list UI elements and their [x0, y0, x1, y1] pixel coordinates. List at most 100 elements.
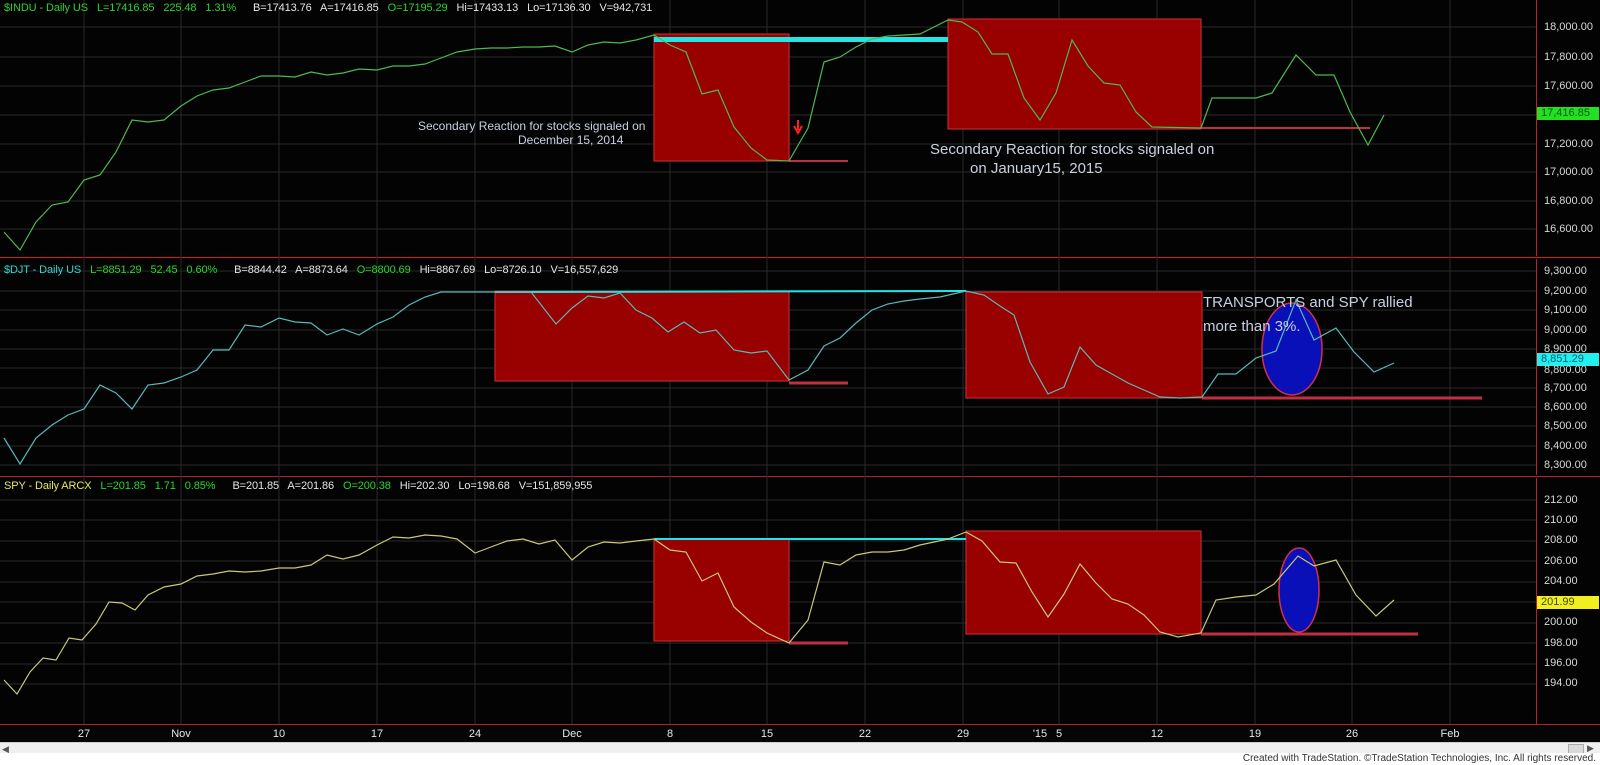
spy-last-price-marker: 201.99 — [1537, 596, 1599, 609]
y-tick: 17,800.00 — [1544, 51, 1593, 63]
open: O=8800.69 — [356, 264, 411, 276]
y-tick: 9,000.00 — [1544, 324, 1587, 336]
last-price: L=8851.29 — [90, 264, 142, 276]
net-change: 1.71 — [154, 480, 176, 492]
y-tick: 17,000.00 — [1544, 166, 1593, 178]
x-tick: 5 — [1055, 728, 1063, 740]
y-tick: 17,600.00 — [1544, 80, 1593, 92]
low: Lo=17136.30 — [527, 2, 591, 14]
volume: V=16,557,629 — [550, 264, 619, 276]
high: Hi=8867.69 — [419, 264, 476, 276]
spy-price-line — [3, 531, 1395, 695]
bid: B=201.85 — [232, 480, 280, 492]
x-tick: 24 — [468, 728, 482, 740]
y-tick: 210.00 — [1544, 514, 1578, 526]
y-tick: 8,400.00 — [1544, 440, 1587, 452]
y-tick: 204.00 — [1544, 575, 1578, 587]
spy-reaction-box-dec — [653, 538, 790, 642]
bid: B=17413.76 — [253, 2, 312, 14]
ask: A=17416.85 — [320, 2, 379, 14]
x-tick: Feb — [1440, 728, 1460, 740]
x-tick: 22 — [858, 728, 872, 740]
y-tick: 194.00 — [1544, 677, 1578, 689]
last-price: L=201.85 — [100, 480, 146, 492]
djt-last-price-marker: 8,851.29 — [1537, 353, 1599, 366]
y-tick: 196.00 — [1544, 657, 1578, 669]
y-tick: 8,500.00 — [1544, 420, 1587, 432]
djt-reaction-box-dec — [494, 290, 790, 382]
x-tick: '15 — [1032, 728, 1048, 740]
indu-price-line — [3, 19, 1385, 252]
y-tick: 200.00 — [1544, 616, 1578, 628]
volume: V=942,731 — [599, 2, 653, 14]
volume: V=151,859,955 — [518, 480, 593, 492]
open: O=200.38 — [342, 480, 391, 492]
symbol-label[interactable]: SPY - Daily ARCX — [4, 480, 92, 492]
y-tick: 8,700.00 — [1544, 382, 1587, 394]
djt-rally-annotation: TRANSPORTS and SPY rallied more than 3%. — [1203, 294, 1413, 335]
indu-price-axis[interactable] — [1536, 0, 1600, 256]
x-tick: 15 — [760, 728, 774, 740]
djt-peak-line — [494, 290, 967, 293]
y-tick: 208.00 — [1544, 534, 1578, 546]
indu-jan-annotation: Secondary Reaction for stocks signaled o… — [930, 141, 1215, 177]
copyright-footer: Created with TradeStation. ©TradeStation… — [1242, 753, 1596, 764]
pct-change: 1.31% — [205, 2, 237, 14]
y-tick: 16,600.00 — [1544, 223, 1593, 235]
x-tick: 12 — [1150, 728, 1164, 740]
y-tick: 8,600.00 — [1544, 401, 1587, 413]
spy-header: SPY - Daily ARCX L=201.85 1.71 0.85% B=2… — [4, 480, 598, 492]
y-tick: 16,800.00 — [1544, 195, 1593, 207]
x-tick: 19 — [1248, 728, 1262, 740]
pct-change: 0.85% — [184, 480, 216, 492]
y-tick: 206.00 — [1544, 555, 1578, 567]
net-change: 52.45 — [150, 264, 178, 276]
horizontal-scrollbar[interactable]: ◀ ▶ — [0, 742, 1600, 756]
open: O=17195.29 — [387, 2, 448, 14]
x-tick: 10 — [272, 728, 286, 740]
date-axis[interactable]: 27 Nov 10 17 24 Dec 8 15 22 29 '15 5 12 … — [0, 724, 1600, 743]
djt-header: $DJT - Daily US L=8851.29 52.45 0.60% B=… — [4, 264, 624, 276]
ask: A=8873.64 — [295, 264, 348, 276]
y-tick: 8,300.00 — [1544, 459, 1587, 471]
symbol-label[interactable]: $DJT - Daily US — [4, 264, 82, 276]
y-tick: 8,900.00 — [1544, 343, 1587, 355]
footer-bar — [0, 753, 1600, 765]
djt-rally-ellipse — [1261, 302, 1323, 396]
y-tick: 17,200.00 — [1544, 138, 1593, 150]
indu-reaction-box-jan — [947, 18, 1202, 130]
scroll-right-arrow-icon[interactable]: ▶ — [1587, 743, 1594, 753]
x-tick: Nov — [171, 728, 191, 740]
indu-last-price-marker: 17,416.85 — [1537, 107, 1599, 120]
ask: A=201.86 — [287, 480, 335, 492]
net-change: 225.48 — [163, 2, 197, 14]
y-tick: 9,100.00 — [1544, 304, 1587, 316]
low: Lo=198.68 — [458, 480, 510, 492]
y-tick: 9,200.00 — [1544, 285, 1587, 297]
down-arrow-icon — [793, 120, 803, 136]
bid: B=8844.42 — [234, 264, 287, 276]
scroll-left-arrow-icon[interactable]: ◀ — [2, 744, 9, 754]
low: Lo=8726.10 — [484, 264, 542, 276]
x-tick: Dec — [562, 728, 582, 740]
djt-price-axis[interactable] — [1536, 259, 1600, 475]
djt-price-line — [3, 290, 1395, 466]
x-tick: 26 — [1345, 728, 1359, 740]
spy-rally-ellipse — [1278, 547, 1320, 633]
y-tick: 18,000.00 — [1544, 21, 1593, 33]
symbol-label[interactable]: $INDU - Daily US — [4, 2, 88, 14]
y-tick: 212.00 — [1544, 494, 1578, 506]
high: Hi=17433.13 — [456, 2, 519, 14]
x-tick: 27 — [77, 728, 91, 740]
indu-header: $INDU - Daily US L=17416.85 225.48 1.31%… — [4, 2, 658, 14]
x-tick: 29 — [956, 728, 970, 740]
djt-reaction-box-jan — [965, 291, 1203, 399]
indu-dec-annotation: Secondary Reaction for stocks signaled o… — [418, 119, 646, 147]
y-tick: 9,300.00 — [1544, 265, 1587, 277]
x-tick: 17 — [370, 728, 384, 740]
pct-change: 0.60% — [186, 264, 218, 276]
high: Hi=202.30 — [399, 480, 450, 492]
spy-reaction-box-jan — [965, 530, 1202, 635]
y-tick: 198.00 — [1544, 637, 1578, 649]
